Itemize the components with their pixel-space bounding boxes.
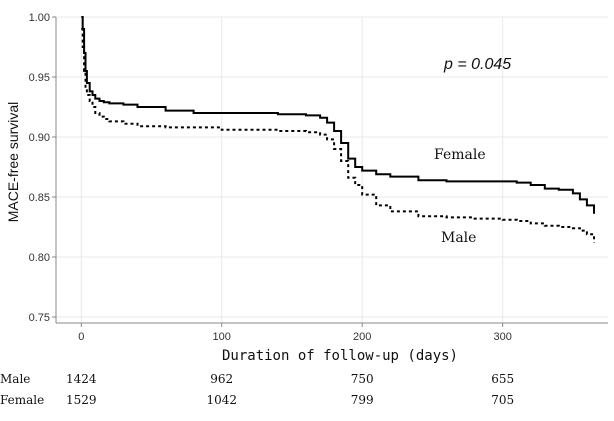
y-tick-label: 0.95 — [29, 72, 50, 84]
x-tick-label: 200 — [353, 331, 371, 343]
x-axis-title: Duration of follow-up (days) — [222, 348, 458, 364]
male-survival-line — [81, 28, 595, 243]
series-layer — [81, 16, 595, 243]
risk-count: 799 — [351, 393, 374, 407]
y-tick-label: 1.00 — [29, 12, 50, 24]
risk-count: 1042 — [206, 393, 237, 407]
x-tick-label: 100 — [213, 331, 231, 343]
axes: 0.75 0.80 0.85 0.90 0.95 1.00 0 100 200 300 — [29, 12, 608, 343]
risk-row-label: Female — [0, 393, 44, 407]
risk-count: 705 — [491, 393, 514, 407]
x-tick-label: 300 — [493, 331, 511, 343]
male-series-label: Male — [441, 230, 476, 246]
risk-count: 655 — [491, 372, 514, 386]
risk-table: Male 1424 962 750 655 Female 1529 1042 799 705 — [0, 372, 514, 407]
y-tick-label: 0.80 — [29, 252, 50, 264]
female-survival-line — [81, 16, 595, 214]
risk-count: 1424 — [66, 372, 97, 386]
x-tick-label: 0 — [78, 331, 84, 343]
y-tick-label: 0.85 — [29, 192, 50, 204]
risk-count: 750 — [351, 372, 374, 386]
y-tick-label: 0.75 — [29, 312, 50, 324]
risk-count: 962 — [210, 372, 233, 386]
risk-row-label: Male — [0, 372, 30, 386]
y-axis-title: MACE-free survival — [5, 102, 21, 223]
risk-count: 1529 — [66, 393, 97, 407]
y-tick-label: 0.90 — [29, 132, 50, 144]
grid — [56, 16, 608, 323]
female-series-label: Female — [434, 147, 486, 163]
p-value-annotation: p = 0.045 — [443, 56, 511, 73]
